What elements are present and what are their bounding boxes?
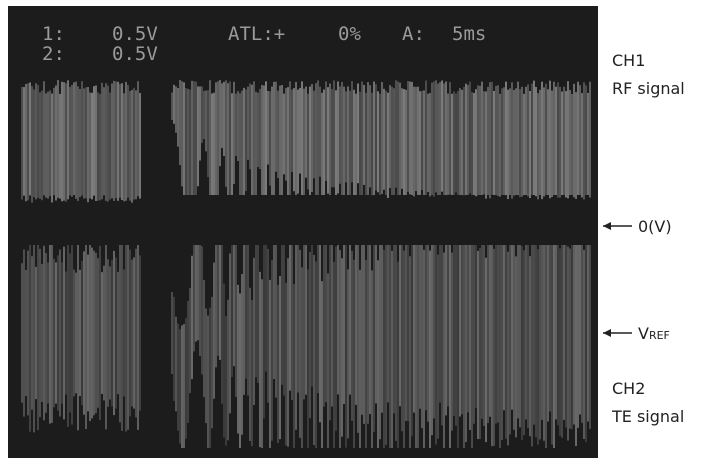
- waveforms: [21, 80, 591, 448]
- ch2-scale: 0.5V: [112, 43, 158, 65]
- ch2-name: CH2: [612, 379, 645, 398]
- ch1-signal: RF signal: [612, 79, 685, 98]
- ch1-label: 1:: [42, 23, 65, 45]
- ch1-scale: 0.5V: [112, 23, 158, 45]
- arrow-head: [603, 222, 611, 230]
- vref-sub: REF: [649, 329, 670, 342]
- trigger-level: 0%: [338, 23, 361, 45]
- scope-screen: [8, 6, 598, 458]
- ch1-name: CH1: [612, 51, 645, 70]
- vref-main: V: [638, 324, 649, 343]
- ch2-label: 2:: [42, 43, 65, 65]
- ch2-signal: TE signal: [611, 407, 684, 426]
- timebase-label: A:: [402, 23, 425, 45]
- arrow-head: [603, 329, 611, 337]
- trigger-label: ATL:+: [228, 23, 285, 45]
- vref-label: VREF: [638, 324, 670, 343]
- zero-level: 0(V): [638, 217, 672, 236]
- timebase: 5ms: [452, 23, 486, 45]
